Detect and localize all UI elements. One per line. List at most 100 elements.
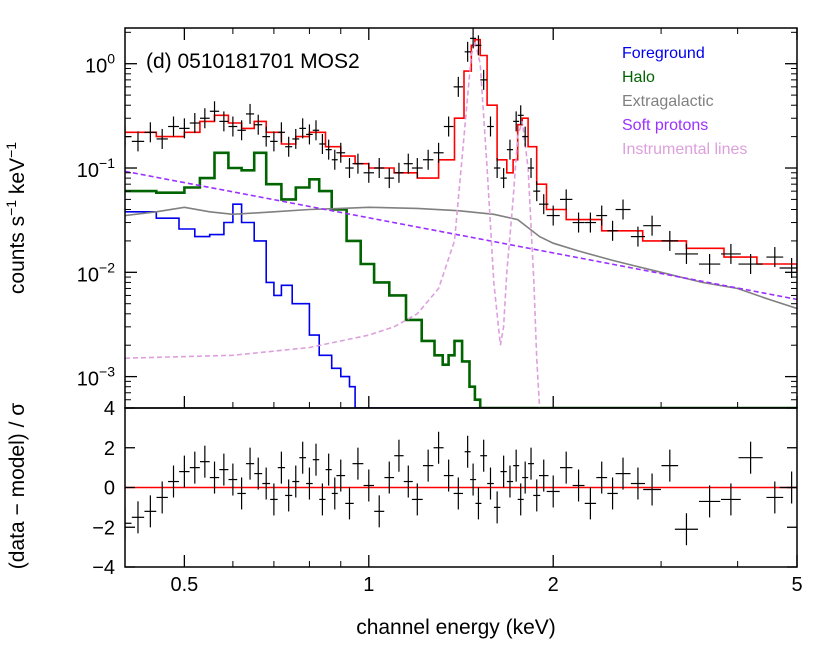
data-point <box>538 194 549 215</box>
legend-item-extragalactic: Extragalactic <box>622 93 714 110</box>
data-point <box>470 28 477 49</box>
residual-point <box>506 465 514 498</box>
data-point <box>493 158 501 179</box>
residual-point <box>433 431 444 464</box>
data-point <box>453 76 463 97</box>
residual-point <box>144 495 157 528</box>
bottom-y-tick-label: 0 <box>104 478 115 500</box>
residual-point <box>131 501 145 534</box>
residual-point <box>596 461 608 494</box>
residual-point <box>546 475 560 508</box>
data-point <box>345 158 354 179</box>
data-point <box>643 215 661 236</box>
data-point <box>374 158 385 179</box>
data-point <box>528 158 535 179</box>
data-point <box>433 142 444 163</box>
residual-point <box>738 441 763 474</box>
data-point <box>219 111 229 132</box>
residual-point <box>245 447 255 480</box>
data-point <box>285 136 293 157</box>
residual-point <box>254 457 263 490</box>
residual-point <box>325 453 332 486</box>
series-line-instrumental-lines <box>125 40 541 408</box>
data-point <box>500 168 507 189</box>
residual-point <box>500 455 507 488</box>
residual-point <box>262 467 271 500</box>
residual-point <box>319 483 326 516</box>
residual-point <box>270 483 278 516</box>
residual-point <box>189 451 200 484</box>
residual-point <box>228 463 238 496</box>
residual-point <box>374 495 385 528</box>
residual-point <box>607 477 618 510</box>
data-point <box>156 128 168 149</box>
data-point <box>546 205 560 226</box>
data-point <box>661 230 679 251</box>
data-point <box>277 122 286 143</box>
data-point <box>312 120 320 141</box>
residual-point <box>584 487 597 520</box>
residual-point <box>384 461 395 494</box>
series-line-halo <box>125 151 797 408</box>
residual-point <box>470 463 477 496</box>
residual-point <box>475 487 482 520</box>
series-line-foreground <box>125 203 797 408</box>
data-point <box>270 131 278 152</box>
top-panel: 100 10−1 10−2 10−3 <box>77 27 798 409</box>
residual-point <box>352 447 364 480</box>
data-point <box>336 142 346 163</box>
residual-point <box>422 449 434 482</box>
residual-point <box>464 435 471 468</box>
bottom-panel: 4 2 0 −2 −4 <box>92 398 798 579</box>
data-point <box>363 162 375 183</box>
data-point <box>168 116 179 137</box>
data-point <box>422 149 434 170</box>
data-point <box>480 69 488 90</box>
residual-point <box>661 449 679 482</box>
residual-point <box>528 447 535 480</box>
residual-point <box>674 513 699 546</box>
residual-point <box>766 481 784 514</box>
data-point <box>209 101 220 122</box>
top-y-tick-label: 10−1 <box>77 155 115 182</box>
residual-point <box>209 461 220 494</box>
residual-point <box>572 469 585 502</box>
data-point <box>237 120 246 141</box>
data-point <box>533 181 541 202</box>
data-point <box>506 139 514 160</box>
residual-point <box>363 469 375 502</box>
top-y-axis-label-mid: keV <box>6 158 29 200</box>
data-point <box>607 220 618 241</box>
data-point <box>572 212 585 233</box>
data-point <box>292 128 300 149</box>
x-tick-label: 0.5 <box>170 574 198 596</box>
series-line-total-model <box>125 38 797 273</box>
residual-point <box>306 467 313 500</box>
top-y-axis-label-exp2: −1 <box>3 142 19 158</box>
legend-item-foreground: Foreground <box>622 45 705 62</box>
residual-point <box>513 449 520 482</box>
data-point <box>245 103 255 124</box>
residual-point <box>219 453 229 486</box>
data-point <box>779 257 797 278</box>
data-point <box>596 205 608 226</box>
series-line-extragalactic <box>125 206 797 310</box>
residual-point <box>517 483 524 516</box>
bottom-y-axis-label: (data − model) / σ <box>6 403 29 569</box>
data-point <box>721 243 741 264</box>
data-point <box>306 124 313 145</box>
data-point <box>189 113 200 134</box>
data-point <box>475 35 482 56</box>
data-point <box>738 254 763 275</box>
residual-point <box>615 457 631 490</box>
legend-item-soft-protons: Soft protons <box>622 117 708 134</box>
x-axis: 0.5 1 2 5 <box>170 28 803 596</box>
data-point <box>411 158 423 179</box>
data-point <box>560 189 573 210</box>
residual-point <box>487 467 494 500</box>
data-point <box>262 126 271 147</box>
residual-point <box>168 465 179 498</box>
legend-item-halo: Halo <box>622 69 655 86</box>
data-points-group <box>125 28 797 278</box>
